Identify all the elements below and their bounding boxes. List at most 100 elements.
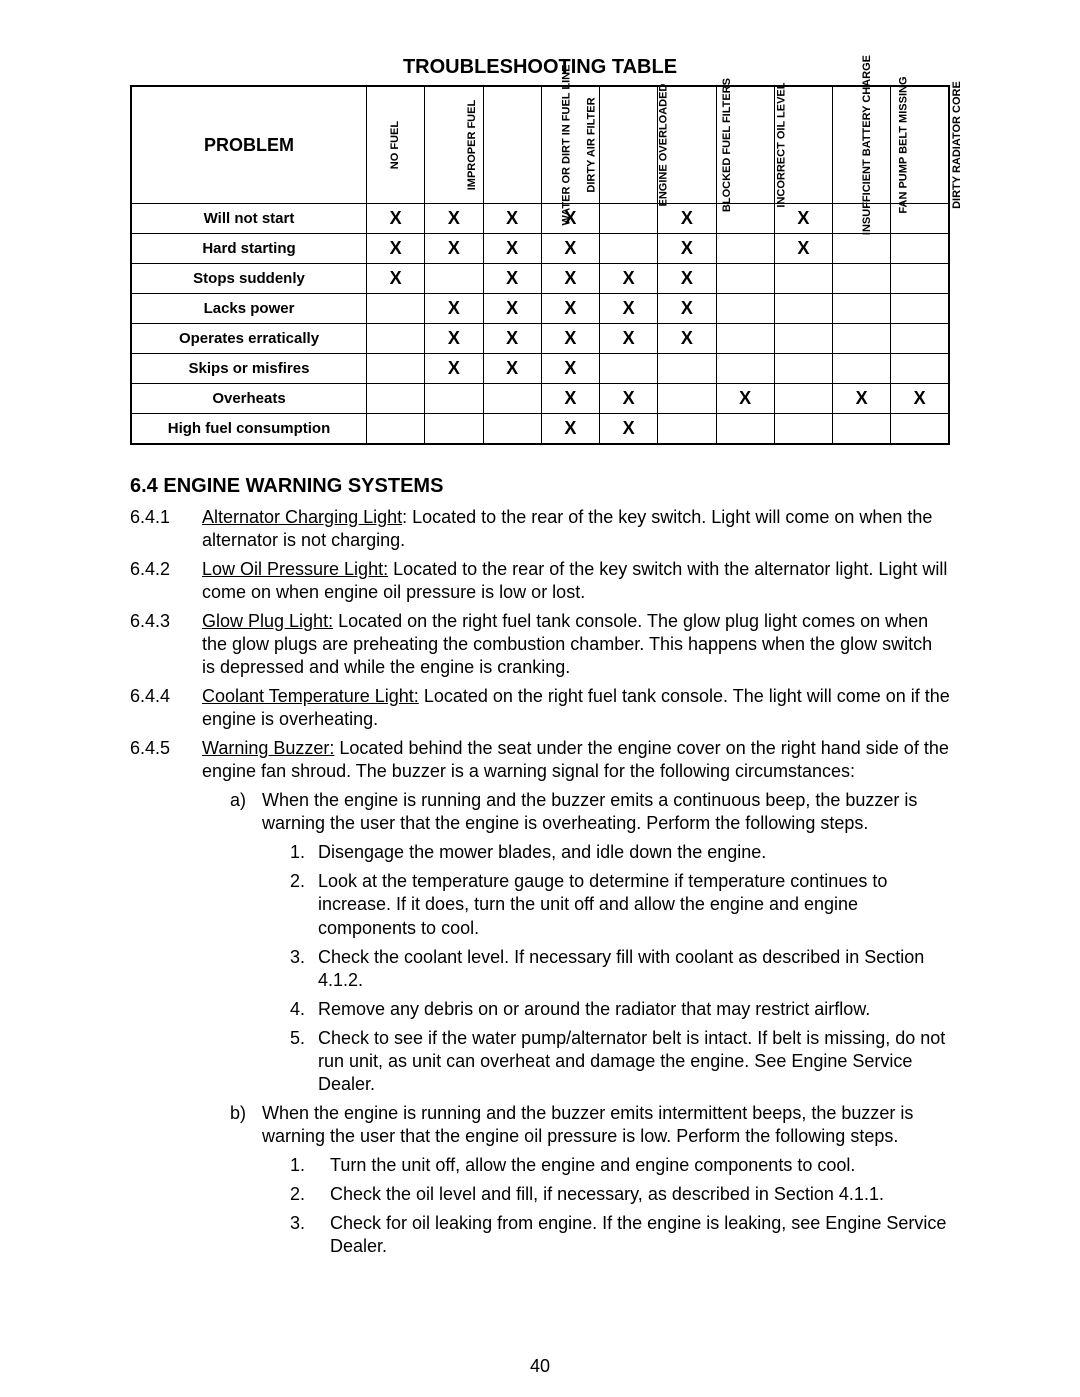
- sub-marker: a): [230, 789, 262, 1095]
- step-item: 1.Turn the unit off, allow the engine an…: [290, 1154, 950, 1177]
- section-heading: 6.4 ENGINE WARNING SYSTEMS: [130, 475, 950, 498]
- mark-cell: X: [716, 384, 774, 414]
- mark-cell: [716, 414, 774, 445]
- step-marker: 3.: [290, 1212, 330, 1258]
- item-number: 6.4.3: [130, 610, 202, 679]
- problem-label: Lacks power: [131, 294, 367, 324]
- troubleshooting-table: PROBLEM NO FUEL IMPROPER FUEL WATER OR D…: [130, 85, 950, 445]
- section-items: 6.4.1Alternator Charging Light: Located …: [130, 506, 950, 1258]
- sub-text: When the engine is running and the buzze…: [262, 790, 917, 833]
- mark-cell: [716, 264, 774, 294]
- mark-cell: X: [425, 204, 483, 234]
- mark-cell: [774, 384, 832, 414]
- sub-list: a)When the engine is running and the buz…: [202, 789, 950, 1258]
- mark-cell: [425, 414, 483, 445]
- mark-cell: [891, 354, 949, 384]
- mark-cell: X: [425, 294, 483, 324]
- step-marker: 4.: [290, 998, 318, 1021]
- problem-label: High fuel consumption: [131, 414, 367, 445]
- step-text: Disengage the mower blades, and idle dow…: [318, 841, 950, 864]
- step-marker: 2.: [290, 1183, 330, 1206]
- item-body: Coolant Temperature Light: Located on th…: [202, 685, 950, 731]
- section-item: 6.4.5Warning Buzzer: Located behind the …: [130, 737, 950, 1258]
- item-number: 6.4.5: [130, 737, 202, 1258]
- mark-cell: X: [541, 324, 599, 354]
- mark-cell: [833, 414, 891, 445]
- mark-cell: [658, 384, 716, 414]
- mark-cell: X: [658, 204, 716, 234]
- mark-cell: [774, 294, 832, 324]
- mark-cell: X: [483, 264, 541, 294]
- item-title: Alternator Charging Light: [202, 507, 402, 527]
- mark-cell: [774, 324, 832, 354]
- item-number: 6.4.1: [130, 506, 202, 552]
- step-list: 1.Turn the unit off, allow the engine an…: [262, 1154, 950, 1258]
- cause-label: IMPROPER FUEL: [466, 100, 478, 190]
- step-item: 2.Check the oil level and fill, if neces…: [290, 1183, 950, 1206]
- mark-cell: X: [600, 324, 658, 354]
- table-row: Skips or misfiresXXX: [131, 354, 949, 384]
- mark-cell: X: [541, 264, 599, 294]
- section-item: 6.4.4Coolant Temperature Light: Located …: [130, 685, 950, 731]
- mark-cell: X: [483, 234, 541, 264]
- item-title: Low Oil Pressure Light:: [202, 559, 388, 579]
- table-row: Lacks powerXXXXX: [131, 294, 949, 324]
- cause-header-3: DIRTY AIR FILTER: [541, 86, 599, 204]
- mark-cell: [658, 414, 716, 445]
- mark-cell: [716, 234, 774, 264]
- table-body: Will not startXXXXXXHard startingXXXXXXS…: [131, 204, 949, 445]
- mark-cell: [716, 294, 774, 324]
- sub-body: When the engine is running and the buzze…: [262, 1102, 950, 1258]
- mark-cell: X: [600, 414, 658, 445]
- mark-cell: [367, 384, 425, 414]
- mark-cell: [425, 384, 483, 414]
- mark-cell: X: [367, 234, 425, 264]
- item-body: Warning Buzzer: Located behind the seat …: [202, 737, 950, 1258]
- step-item: 4.Remove any debris on or around the rad…: [290, 998, 950, 1021]
- sub-item: a)When the engine is running and the buz…: [230, 789, 950, 1095]
- cause-label: DIRTY AIR FILTER: [585, 97, 597, 192]
- mark-cell: X: [891, 384, 949, 414]
- sub-item: b)When the engine is running and the buz…: [230, 1102, 950, 1258]
- mark-cell: [891, 264, 949, 294]
- cause-header-1: IMPROPER FUEL: [425, 86, 483, 204]
- step-text: Look at the temperature gauge to determi…: [318, 870, 950, 939]
- step-text: Turn the unit off, allow the engine and …: [330, 1154, 950, 1177]
- cause-header-0: NO FUEL: [367, 86, 425, 204]
- mark-cell: [600, 204, 658, 234]
- mark-cell: X: [425, 354, 483, 384]
- mark-cell: X: [600, 294, 658, 324]
- mark-cell: X: [600, 384, 658, 414]
- mark-cell: [891, 234, 949, 264]
- item-number: 6.4.4: [130, 685, 202, 731]
- sub-text: When the engine is running and the buzze…: [262, 1103, 913, 1146]
- section-item: 6.4.3Glow Plug Light: Located on the rig…: [130, 610, 950, 679]
- table-row: Will not startXXXXXX: [131, 204, 949, 234]
- item-title: Glow Plug Light:: [202, 611, 333, 631]
- mark-cell: [367, 294, 425, 324]
- table-row: Operates erraticallyXXXXX: [131, 324, 949, 354]
- mark-cell: X: [425, 324, 483, 354]
- step-item: 3.Check the coolant level. If necessary …: [290, 946, 950, 992]
- cause-header-9: DIRTY RADIATOR CORE: [891, 86, 949, 204]
- table-title: TROUBLESHOOTING TABLE: [130, 56, 950, 79]
- step-item: 3.Check for oil leaking from engine. If …: [290, 1212, 950, 1258]
- mark-cell: [833, 264, 891, 294]
- mark-cell: X: [541, 414, 599, 445]
- problem-label: Stops suddenly: [131, 264, 367, 294]
- step-marker: 5.: [290, 1027, 318, 1096]
- step-text: Check the coolant level. If necessary fi…: [318, 946, 950, 992]
- mark-cell: [833, 294, 891, 324]
- section-item: 6.4.2Low Oil Pressure Light: Located to …: [130, 558, 950, 604]
- mark-cell: X: [658, 324, 716, 354]
- mark-cell: [774, 414, 832, 445]
- mark-cell: [833, 234, 891, 264]
- cause-header-7: INSUFFICIENT BATTERY CHARGE: [774, 86, 832, 204]
- mark-cell: [774, 354, 832, 384]
- step-item: 5.Check to see if the water pump/alterna…: [290, 1027, 950, 1096]
- mark-cell: X: [425, 234, 483, 264]
- table-row: Stops suddenlyXXXXX: [131, 264, 949, 294]
- item-number: 6.4.2: [130, 558, 202, 604]
- cause-header-6: INCORRECT OIL LEVEL: [716, 86, 774, 204]
- mark-cell: [367, 324, 425, 354]
